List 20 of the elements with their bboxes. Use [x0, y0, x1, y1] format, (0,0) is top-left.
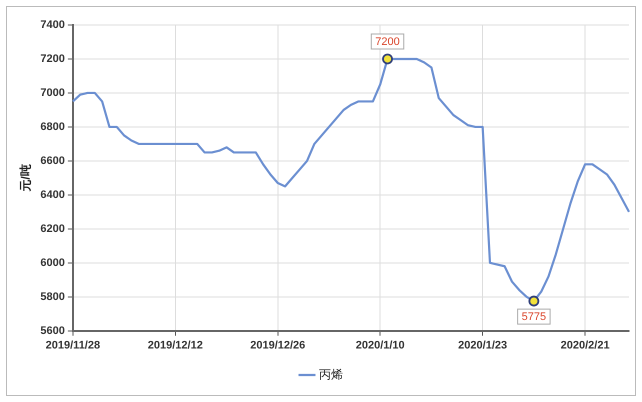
x-tick-label: 2019/12/12	[148, 339, 203, 352]
y-tick-label: 6200	[40, 222, 65, 235]
y-tick-label: 5600	[40, 324, 65, 337]
y-tick-label: 7200	[40, 53, 65, 66]
x-tick-label: 2020/1/10	[356, 339, 405, 352]
y-tick-label: 6600	[40, 154, 65, 167]
y-tick-label: 6800	[40, 120, 65, 133]
y-tick-label: 5800	[40, 290, 65, 303]
x-tick-label: 2020/1/23	[458, 339, 508, 352]
y-axis-title: 元/吨	[18, 164, 33, 193]
y-tick-label: 7400	[40, 19, 65, 32]
y-tick-label: 6000	[40, 256, 65, 269]
y-tick-label: 7000	[40, 86, 65, 99]
x-tick-label: 2019/12/26	[250, 339, 306, 352]
data-label: 7200	[375, 36, 400, 48]
legend-label: 丙烯	[319, 367, 343, 382]
data-label: 5775	[522, 311, 546, 324]
x-tick-label: 2019/11/28	[46, 339, 100, 352]
x-tick-label: 2020/2/21	[560, 339, 610, 352]
y-tick-label: 6400	[40, 188, 65, 201]
